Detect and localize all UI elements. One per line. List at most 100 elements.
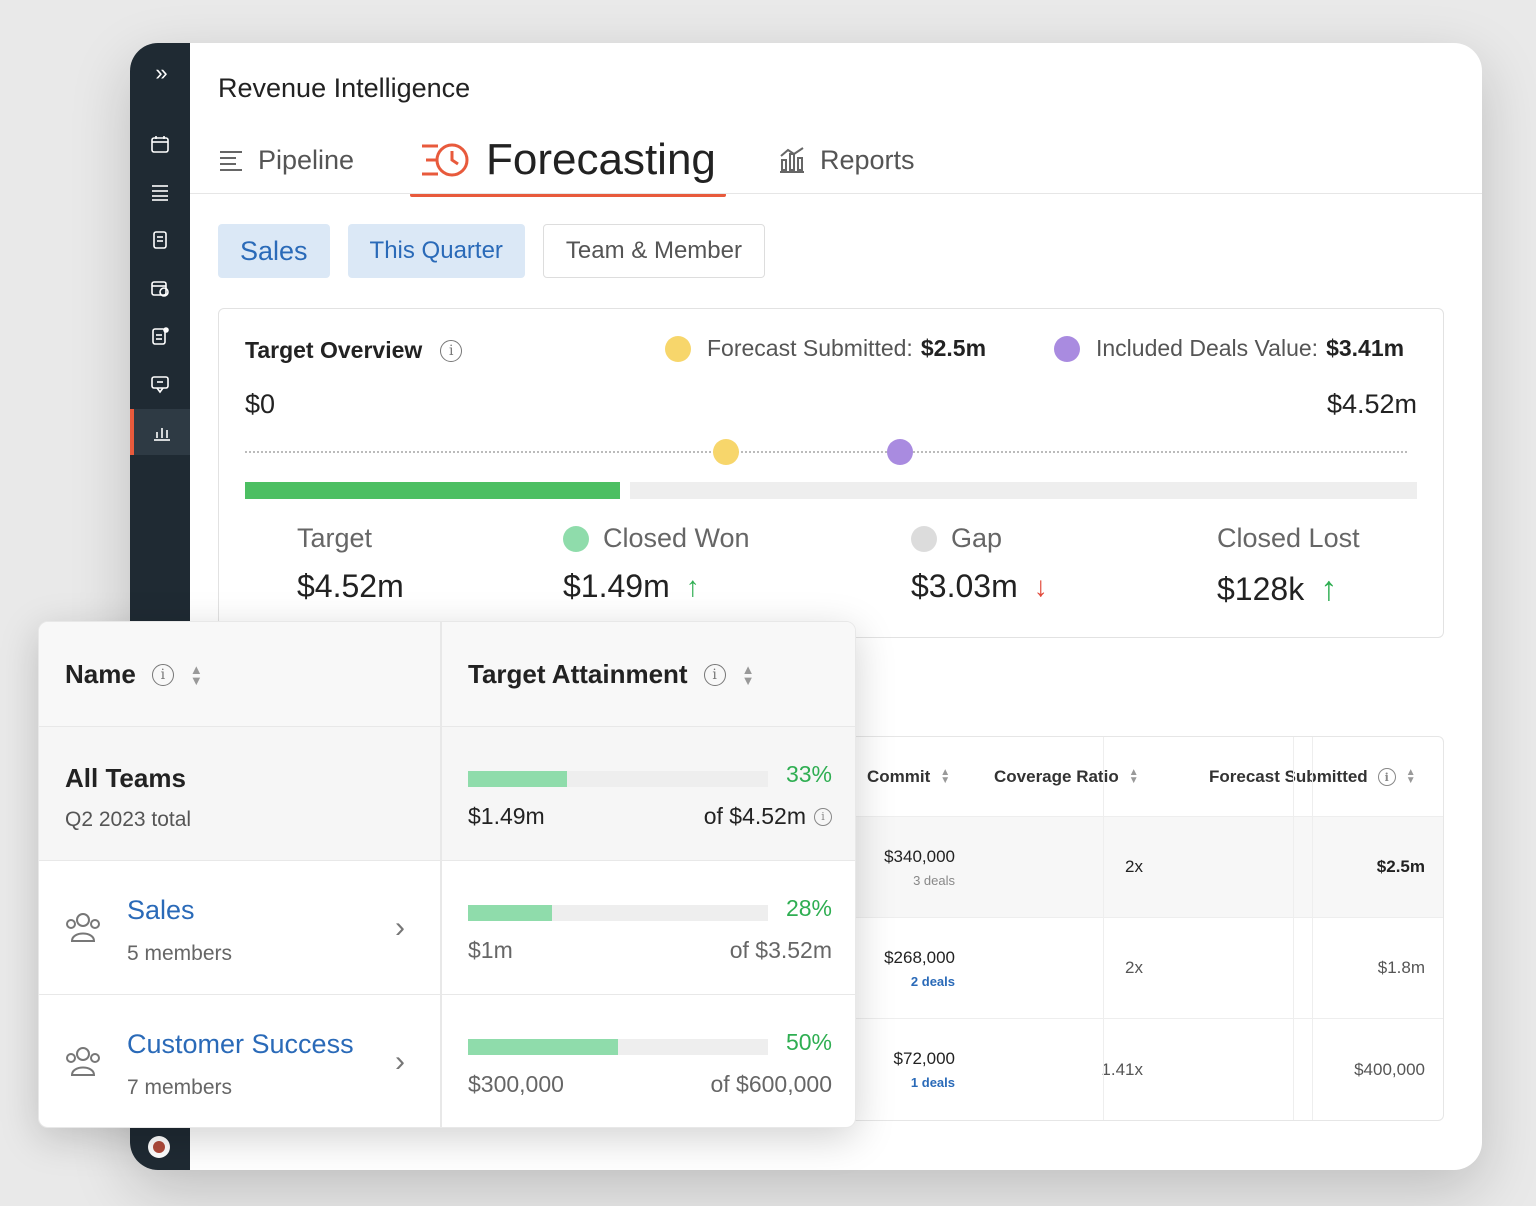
column-divider: [1103, 737, 1104, 1120]
header-commit[interactable]: Commit ▲ ▼: [867, 737, 950, 817]
sort-icon[interactable]: ▲ ▼: [741, 661, 755, 688]
attainment-percent: 28%: [785, 895, 832, 921]
chevron-right-icon[interactable]: ›: [395, 911, 405, 944]
teams-attainment-table: Name i ▲ ▼ Target Attainment i ▲ ▼ All Tea…: [38, 621, 856, 1128]
expand-rail-icon[interactable]: »: [155, 60, 167, 85]
tab-pipeline[interactable]: Pipeline: [218, 125, 354, 195]
filter-sales[interactable]: Sales: [218, 224, 330, 278]
tab-reports[interactable]: Reports: [778, 125, 915, 195]
lines-icon: [220, 151, 242, 171]
header-coverage-ratio[interactable]: Coverage Ratio ▲ ▼: [994, 737, 1139, 817]
sort-icon[interactable]: ▲ ▼: [189, 661, 203, 688]
stat-gap-label: Gap: [951, 523, 1003, 553]
legend-forecast-value: $2.5m: [920, 335, 987, 361]
attainment-fill: [468, 1039, 618, 1055]
attainment-fill: [468, 771, 567, 787]
table-row[interactable]: $72,000 1 deals 1.41x $400,000: [831, 1019, 1443, 1120]
attainment-percent: 33%: [785, 761, 832, 787]
table-row[interactable]: $340,000 3 deals 2x $2.5m: [831, 817, 1443, 918]
header-forecast-submitted[interactable]: Forecast Submitted i ▲ ▼: [1209, 737, 1416, 817]
column-divider: [1293, 737, 1294, 1120]
stat-closed-won-label: Closed Won: [603, 523, 750, 553]
tab-forecasting[interactable]: Forecasting: [410, 125, 726, 197]
target-progress-bar: [245, 482, 1417, 499]
forecast-submitted-marker[interactable]: [712, 439, 739, 465]
target-overview-label: Target Overview: [245, 337, 423, 363]
closed-won-fill: [245, 482, 621, 499]
sort-icon[interactable]: ▲ ▼: [1405, 767, 1416, 786]
team-name[interactable]: Sales: [127, 895, 195, 925]
scale-max: $4.52m: [1326, 389, 1417, 419]
app-title: Revenue Intelligence: [218, 73, 471, 103]
analytics-icon[interactable]: [130, 409, 190, 455]
info-icon[interactable]: i: [440, 339, 463, 362]
attainment-fill: [468, 905, 552, 921]
team-members: 5 members: [127, 942, 233, 965]
app-window: » Revenue Intelligence Pipeline: [130, 43, 1482, 1170]
team-row-sales[interactable]: Sales 5 members › 28% $1m of $3.52m: [39, 861, 855, 995]
chevron-right-icon[interactable]: ›: [395, 1045, 405, 1078]
forecast-submitted-value: $400,000: [1354, 1059, 1425, 1079]
coverage-ratio-value: 2x: [1125, 958, 1143, 977]
main-tabs: Pipeline Forecasting Reports: [218, 125, 1458, 197]
attainment-amount: $1.49m: [468, 803, 545, 829]
attainment-target: of $3.52m: [729, 937, 832, 963]
tab-reports-label: Reports: [820, 144, 915, 175]
arrow-down-icon: ↓: [1033, 570, 1048, 602]
scale-min: $0: [245, 389, 276, 419]
attainment-bar: [468, 905, 768, 921]
commit-value: $268,000: [884, 947, 955, 967]
filter-bar: Sales This Quarter Team & Member: [218, 224, 765, 278]
team-members: 7 members: [127, 1076, 233, 1099]
all-teams-label: All Teams: [65, 763, 186, 793]
team-row-customer-success[interactable]: Customer Success 7 members › 50% $300,00…: [39, 995, 855, 1127]
info-icon[interactable]: i: [814, 807, 832, 826]
forecast-submitted-value: $2.5m: [1376, 857, 1425, 876]
attainment-bar: [468, 1039, 768, 1055]
header-name[interactable]: Name i ▲ ▼: [65, 622, 203, 727]
closed-won-dot: [563, 525, 589, 552]
header-commit-label: Commit: [867, 767, 931, 786]
header-target-attainment[interactable]: Target Attainment i ▲ ▼: [468, 622, 754, 727]
attainment-target: of $600,000: [710, 1071, 832, 1097]
attainment-bar: [468, 771, 768, 787]
stat-gap-value: $3.03m: [911, 568, 1018, 604]
attainment-of: of $600,000: [710, 1071, 832, 1098]
note-star-icon[interactable]: [130, 313, 190, 359]
table-row[interactable]: $268,000 2 deals 2x $1.8m: [831, 918, 1443, 1019]
header-name-label: Name: [65, 659, 136, 689]
document-icon[interactable]: [130, 217, 190, 263]
stat-closed-lost: Closed Lost $128k ↑: [1217, 523, 1360, 609]
calendar-clock-icon[interactable]: [130, 265, 190, 311]
target-overview-card: Target Overview i Forecast Submitted: $2…: [218, 308, 1444, 638]
calendar-icon[interactable]: [130, 121, 190, 167]
chat-icon[interactable]: [130, 361, 190, 407]
column-divider: [440, 622, 442, 1127]
stat-closed-won: Closed Won $1.49m ↑: [563, 523, 750, 605]
info-icon[interactable]: i: [151, 663, 174, 686]
tab-forecasting-label: Forecasting: [486, 135, 716, 184]
info-icon[interactable]: i: [703, 663, 726, 686]
deals-link[interactable]: 1 deals: [910, 1075, 955, 1090]
sort-icon[interactable]: ▲ ▼: [1128, 767, 1139, 786]
team-name[interactable]: Customer Success: [127, 1029, 354, 1059]
info-icon[interactable]: i: [1377, 768, 1396, 786]
user-avatar[interactable]: [148, 1136, 170, 1158]
list-checks-icon[interactable]: [130, 169, 190, 215]
included-deals-marker[interactable]: [887, 439, 914, 465]
header-attainment-label: Target Attainment: [468, 659, 688, 689]
legend-dot-purple: [1054, 335, 1080, 362]
stat-target-label: Target: [297, 523, 373, 553]
deals-count: 3 deals: [913, 872, 955, 888]
arrow-up-icon: ↑: [1320, 570, 1338, 608]
stat-target-value: $4.52m: [297, 568, 404, 604]
filter-period[interactable]: This Quarter: [347, 224, 525, 278]
forecast-submitted-value: $1.8m: [1377, 958, 1425, 977]
filter-scope[interactable]: Team & Member: [542, 224, 765, 278]
sort-icon[interactable]: ▲ ▼: [940, 767, 951, 786]
deals-link[interactable]: 2 deals: [910, 973, 955, 989]
chart-icon: [780, 147, 804, 173]
team-icon: [66, 1047, 100, 1076]
legend-forecast-submitted: Forecast Submitted: $2.5m: [665, 335, 986, 362]
gap-dot: [911, 525, 937, 552]
